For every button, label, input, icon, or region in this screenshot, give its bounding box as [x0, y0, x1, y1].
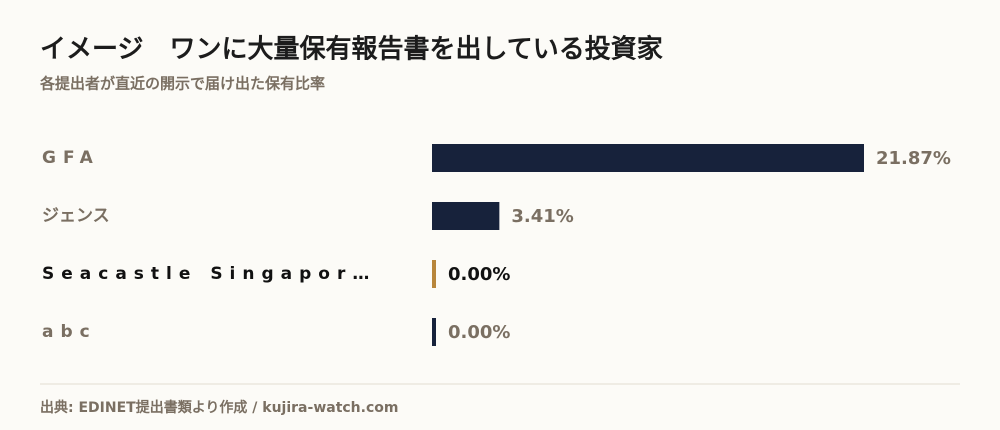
bar — [432, 260, 436, 288]
value-label: 0.00% — [448, 322, 510, 343]
category-label: Seacastle Singapor… — [42, 264, 376, 284]
value-label: 0.00% — [448, 264, 510, 285]
value-label: 3.41% — [511, 206, 573, 227]
category-label: abc — [42, 322, 97, 342]
value-label: 21.87% — [876, 148, 951, 169]
source: 出典: EDINET提出書類より作成 / kujira-watch.com — [40, 399, 398, 416]
chart-title: イメージ ワンに大量保有報告書を出している投資家 — [40, 34, 663, 65]
bar — [432, 144, 864, 172]
chart-subtitle: 各提出者が直近の開示で届け出た保有比率 — [39, 75, 325, 93]
bar — [432, 202, 500, 230]
category-label: GFA — [42, 148, 100, 168]
bar — [432, 318, 436, 346]
category-label: ジェンス — [42, 206, 110, 226]
